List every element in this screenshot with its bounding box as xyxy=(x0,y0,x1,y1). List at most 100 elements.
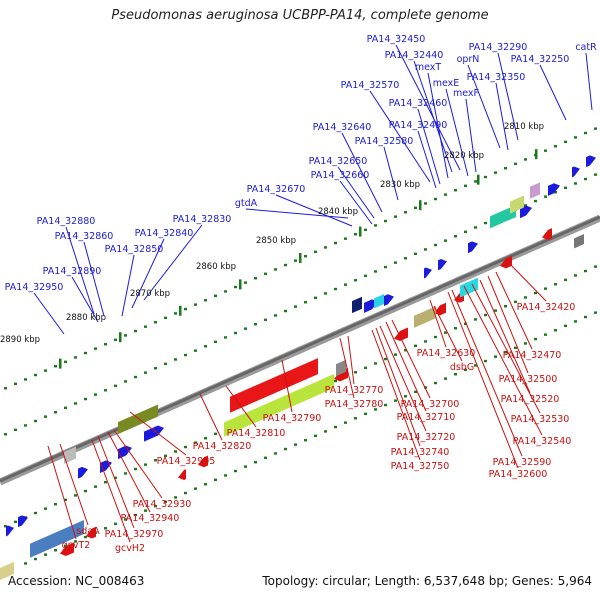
tick-dot xyxy=(144,509,147,512)
bottom-gene-label: PA14_32520 xyxy=(501,394,560,405)
tick-dot xyxy=(324,246,327,249)
major-tick xyxy=(535,149,538,160)
leader-line xyxy=(465,98,477,173)
tick-dot xyxy=(54,549,57,552)
tick-dot xyxy=(134,375,137,379)
tick-dot xyxy=(464,322,467,326)
feature-block xyxy=(336,359,346,377)
tick-dot xyxy=(64,360,67,364)
tick-dot xyxy=(64,498,67,502)
tick-dot xyxy=(504,351,507,354)
kbp-label: 2830 kbp xyxy=(380,180,420,190)
tick-dot xyxy=(384,265,387,269)
tick-dot xyxy=(474,364,477,367)
tick-dot xyxy=(274,452,277,455)
tick-dot xyxy=(314,250,317,254)
tick-dot xyxy=(174,312,177,315)
tick-dot xyxy=(384,219,387,223)
tick-dot xyxy=(404,257,407,260)
tick-dot xyxy=(464,230,467,234)
tick-dot xyxy=(14,382,17,386)
top-gene-label: PA14_32450 xyxy=(367,34,426,45)
tick-dot xyxy=(284,447,287,451)
tick-dot xyxy=(594,127,597,130)
tick-dot xyxy=(184,491,187,495)
tick-dot xyxy=(234,469,237,473)
tick-dot xyxy=(24,562,27,565)
tick-dot xyxy=(224,336,227,339)
tick-dot xyxy=(454,373,457,376)
tick-dot xyxy=(84,535,87,539)
forward-gene-arrow xyxy=(144,425,164,442)
tick-dot xyxy=(74,540,77,543)
leader-line xyxy=(375,327,421,447)
tick-dot xyxy=(144,463,147,466)
tick-dot xyxy=(384,403,387,407)
tick-dot xyxy=(204,483,207,486)
tick-dot xyxy=(244,281,247,284)
kbp-label: 2890 kbp xyxy=(0,335,40,345)
top-gene-label: mexT xyxy=(415,62,442,73)
tick-dot xyxy=(594,311,597,314)
reverse-large-block xyxy=(230,358,318,413)
tick-dot xyxy=(284,263,287,267)
tick-dot xyxy=(394,261,397,264)
tick-dot xyxy=(434,243,437,247)
tick-dot xyxy=(534,291,537,295)
leader-line xyxy=(429,299,447,348)
leader-line xyxy=(339,337,355,399)
feature-block xyxy=(460,277,478,298)
tick-dot xyxy=(564,140,567,144)
kbp-label: 2880 kbp xyxy=(66,313,106,323)
bottom-gene-label: PA14_32790 xyxy=(263,413,322,424)
tick-dot xyxy=(584,269,587,273)
tick-dot xyxy=(374,224,377,227)
tick-dot xyxy=(354,417,357,420)
tick-dot xyxy=(174,358,177,361)
leader-line xyxy=(395,44,461,171)
tick-dot xyxy=(64,544,67,548)
leader-line xyxy=(445,88,469,177)
feature-block xyxy=(530,182,540,199)
tick-dot xyxy=(524,158,527,161)
tick-dot xyxy=(284,309,287,313)
bottom-gene-label: PA14_32810 xyxy=(227,428,286,439)
leader-layer xyxy=(33,44,593,543)
tick-dot xyxy=(94,485,97,488)
tick-dot xyxy=(454,189,457,192)
leader-line xyxy=(369,90,431,183)
tick-dot xyxy=(224,474,227,477)
bottom-gene-label: PA14_32420 xyxy=(517,302,576,313)
reverse-gene-arrow xyxy=(86,526,96,539)
tick-dot xyxy=(184,307,187,311)
tick-dot xyxy=(174,450,177,453)
tick-dot xyxy=(24,378,27,381)
tick-dot xyxy=(114,476,117,480)
tick-dot xyxy=(254,461,257,464)
reverse-gene-arrow xyxy=(178,469,186,481)
leader-line xyxy=(585,52,593,111)
tick-dot xyxy=(134,467,137,471)
tick-dot xyxy=(84,489,87,493)
tick-dot xyxy=(554,329,557,332)
tick-dot xyxy=(194,303,197,306)
tick-dot xyxy=(404,349,407,352)
major-tick xyxy=(359,226,362,237)
tick-dot xyxy=(434,381,437,385)
tick-dot xyxy=(414,252,417,256)
tick-dot xyxy=(44,415,47,418)
top-gene-label: PA14_32460 xyxy=(389,98,448,109)
reverse-gene-arrow xyxy=(542,228,552,240)
tick-dot xyxy=(454,327,457,330)
leader-line xyxy=(199,393,223,441)
leader-line xyxy=(71,276,99,323)
leader-line xyxy=(347,335,355,385)
leader-line xyxy=(471,283,541,414)
tick-dot xyxy=(44,507,47,510)
top-gene-label: PA14_32570 xyxy=(341,80,400,91)
tick-dot xyxy=(304,301,307,304)
leader-line xyxy=(463,285,543,436)
tick-dot xyxy=(444,331,447,334)
tick-dot xyxy=(164,500,167,504)
tick-dot xyxy=(494,355,497,358)
